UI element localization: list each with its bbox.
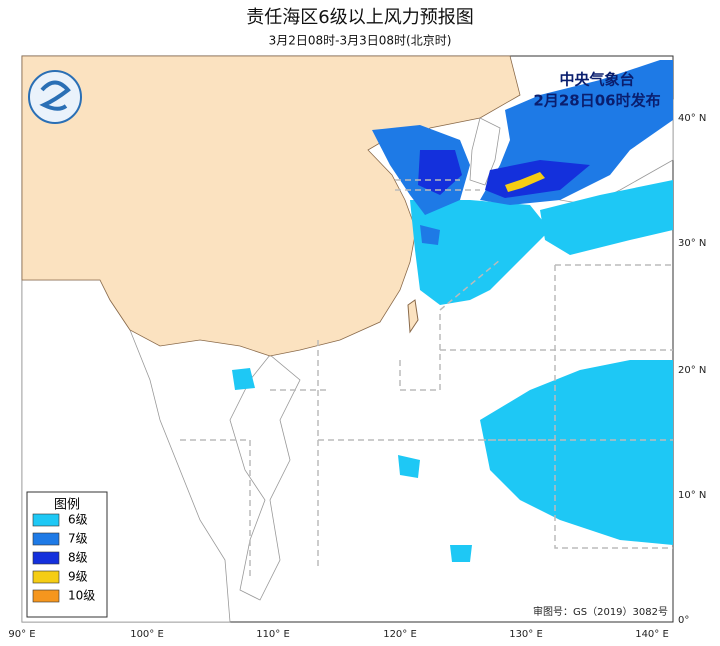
legend-swatch — [32, 589, 60, 603]
lon-label: 90° E — [8, 629, 35, 640]
legend-swatch — [32, 513, 60, 527]
map — [21, 55, 674, 623]
legend-title: 图例 — [54, 498, 80, 513]
lat-label: 20° N — [678, 365, 706, 376]
wind-7 — [372, 60, 673, 245]
taiwan — [407, 299, 419, 334]
title: 责任海区6级以上风力预报图 — [246, 7, 473, 28]
wind-areas — [232, 60, 673, 562]
lon-label: 100° E — [130, 629, 164, 640]
lat-label: 10° N — [678, 490, 706, 501]
legend-swatch — [32, 570, 60, 584]
issuer-name: 中央气象台 — [559, 71, 634, 89]
legend-label: 10级 — [68, 589, 95, 603]
lon-label: 130° E — [509, 629, 543, 640]
zone-boundaries — [180, 179, 673, 580]
legend: 图例 6级 7级 8级 9级 10级 — [26, 491, 108, 618]
legend-label: 7级 — [68, 532, 88, 546]
issuer-time: 2月28日06时发布 — [533, 92, 660, 110]
approval-number: 审图号：GS（2019）3082号 — [533, 605, 668, 618]
subtitle: 3月2日08时-3月3日08时(北京时) — [269, 34, 452, 48]
lat-label: 30° N — [678, 238, 706, 249]
lat-label: 40° N — [678, 113, 706, 124]
legend-swatch — [32, 532, 60, 546]
wind-9 — [505, 172, 545, 192]
legend-label: 9级 — [68, 570, 88, 584]
legend-swatch — [32, 551, 60, 565]
logo-mark — [39, 80, 71, 111]
wind-6 — [232, 180, 673, 562]
lat-label: 0° — [678, 615, 689, 626]
lon-label: 140° E — [635, 629, 669, 640]
wind-8 — [418, 150, 590, 198]
lon-label: 120° E — [383, 629, 417, 640]
lon-label: 110° E — [256, 629, 290, 640]
legend-label: 6级 — [68, 513, 88, 527]
legend-label: 8级 — [68, 551, 88, 565]
